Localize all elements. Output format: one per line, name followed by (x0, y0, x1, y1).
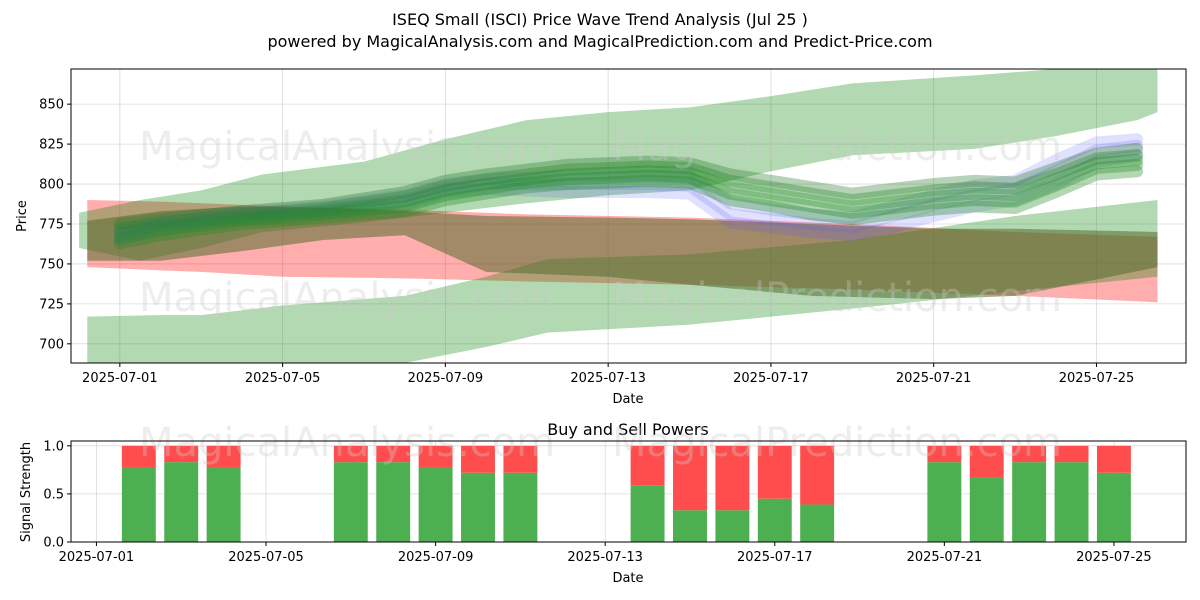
buy-bar (630, 485, 665, 542)
watermark-text: MagicalAnalysis.com (139, 420, 555, 466)
price-wave-lines (113, 133, 1144, 250)
y-tick-label: 800 (39, 178, 64, 193)
sell-bar (376, 445, 411, 463)
x-tick-label: 2025-07-25 (1076, 550, 1152, 565)
sell-bar (630, 445, 665, 486)
buy-bar (757, 498, 792, 542)
price-axes-frame (70, 68, 1187, 364)
watermark-text: MagicalPrediction.com (612, 124, 1062, 170)
y-tick-label: 725 (39, 297, 64, 312)
price-x-axis-label: Date (612, 392, 643, 407)
sell-bar (206, 445, 241, 467)
wave-line-green-wave-4 (113, 149, 1144, 235)
watermark-text: MagicalAnalysis.com (139, 124, 555, 170)
wave-line-green-wave-2 (113, 158, 1144, 245)
x-tick-label: 2025-07-17 (733, 371, 809, 386)
buy-bar (673, 510, 707, 542)
buy-bar (1054, 462, 1089, 542)
x-tick-label: 2025-07-01 (82, 371, 158, 386)
sell-bar (927, 445, 962, 463)
sell-bar (1096, 445, 1131, 473)
buy-bar (418, 466, 453, 542)
sell-bar (418, 445, 453, 467)
buy-bar (800, 504, 835, 542)
y-tick-label: 850 (39, 98, 64, 113)
buy-bar (206, 466, 241, 542)
sell-bar (503, 445, 538, 473)
y-tick-label: 750 (39, 257, 64, 272)
price-bands (79, 69, 1158, 363)
signal-bars (121, 445, 1131, 542)
x-tick-label: 2025-07-25 (1059, 371, 1135, 386)
x-tick-label: 2025-07-01 (59, 550, 135, 565)
y-tick-label: 825 (39, 138, 64, 153)
sell-bar (121, 445, 156, 467)
watermark-text: MagicalPrediction.com (612, 275, 1062, 321)
signal-watermarks: MagicalAnalysis.com MagicalPrediction.co… (139, 420, 1062, 466)
main-chart-title: ISEQ Small (ISCI) Price Wave Trend Analy… (392, 10, 808, 29)
y-tick-label: 1.0 (43, 439, 64, 454)
x-tick-label: 2025-07-09 (408, 371, 484, 386)
signal-y-ticks: 0.0 0.5 1.0 (43, 439, 71, 551)
sell-bar (333, 445, 368, 463)
y-tick-label: 775 (39, 217, 64, 232)
main-chart-subtitle: powered by MagicalAnalysis.com and Magic… (267, 32, 932, 51)
y-tick-label: 0.5 (43, 487, 64, 502)
x-tick-label: 2025-07-05 (228, 550, 304, 565)
y-tick-label: 700 (39, 337, 64, 352)
wave-line-blue-wave-3 (113, 133, 1144, 237)
band-brown-band (87, 206, 1158, 300)
x-tick-label: 2025-07-21 (907, 550, 983, 565)
signal-chart: Buy and Sell Powers MagicalAnalysis.com … (19, 420, 1187, 586)
sell-bar (757, 445, 792, 499)
sell-bar (715, 445, 750, 511)
watermark-text: MagicalPrediction.com (612, 420, 1062, 466)
sell-bar (1012, 445, 1047, 463)
signal-y-axis-label: Signal Strength (19, 442, 34, 542)
price-chart: MagicalAnalysis.com MagicalPrediction.co… (15, 68, 1187, 407)
x-tick-label: 2025-07-17 (737, 550, 813, 565)
sell-bar (164, 445, 199, 463)
wave-line-blue-wave-2 (113, 139, 1144, 242)
signal-axes-frame (70, 440, 1187, 543)
x-tick-label: 2025-07-13 (567, 550, 643, 565)
buy-bar (715, 510, 750, 542)
buy-bar (1096, 472, 1131, 542)
x-tick-label: 2025-07-05 (245, 371, 321, 386)
price-x-ticks: 2025-07-01 2025-07-05 2025-07-09 2025-07-13… (82, 363, 1134, 386)
price-y-ticks: 700 725 750 775 800 825 850 (39, 98, 71, 352)
sell-bar (800, 445, 835, 505)
signal-x-ticks: 2025-07-01 2025-07-05 2025-07-09 2025-07-13… (59, 542, 1152, 565)
buy-bar (503, 472, 538, 542)
buy-bar (1012, 462, 1047, 542)
x-tick-label: 2025-07-21 (896, 371, 972, 386)
signal-chart-title: Buy and Sell Powers (547, 420, 709, 439)
buy-bar (376, 462, 411, 542)
buy-bar (927, 462, 962, 542)
signal-x-axis-label: Date (612, 571, 643, 586)
price-watermarks: MagicalAnalysis.com MagicalPrediction.co… (139, 124, 1062, 321)
wave-line-green-wave-5 (113, 142, 1144, 230)
buy-bar (333, 462, 368, 542)
buy-bar (121, 466, 156, 542)
price-y-axis-label: Price (15, 200, 30, 232)
sell-bar (969, 445, 1004, 478)
watermark-text: MagicalAnalysis.com (139, 275, 555, 321)
sell-bar (461, 445, 495, 473)
sell-bar (1054, 445, 1089, 463)
y-tick-label: 0.0 (43, 536, 64, 551)
wave-line-blue-wave-1 (113, 149, 1144, 246)
x-tick-label: 2025-07-09 (398, 550, 474, 565)
buy-bar (969, 477, 1004, 542)
wave-line-green-wave-1 (113, 165, 1144, 250)
sell-bar (673, 445, 707, 511)
buy-bar (461, 472, 495, 542)
buy-bar (164, 462, 199, 542)
x-tick-label: 2025-07-13 (570, 371, 646, 386)
wave-line-green-wave-3 (113, 154, 1144, 240)
